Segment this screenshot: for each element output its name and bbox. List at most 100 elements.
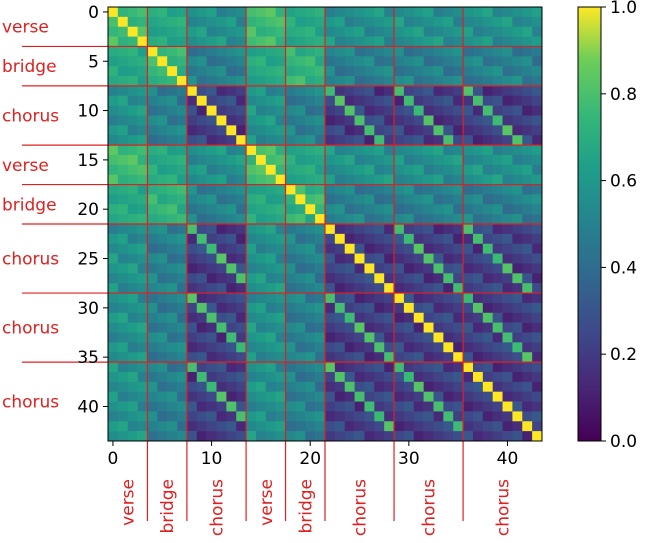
heatmap-cell (344, 263, 355, 274)
heatmap-cell (157, 253, 168, 264)
heatmap-cell (384, 224, 395, 235)
heatmap-cell (127, 391, 138, 402)
heatmap-cell (127, 164, 138, 175)
heatmap-cell (502, 283, 513, 294)
heatmap-cell (492, 312, 503, 323)
heatmap-cell (532, 371, 543, 383)
heatmap-cell (492, 16, 503, 28)
heatmap-cell (265, 135, 276, 146)
heatmap-cell (482, 115, 493, 126)
heatmap-cell (295, 342, 306, 353)
heatmap-cell (226, 7, 237, 18)
heatmap-cell (127, 76, 138, 87)
heatmap-cell (117, 184, 129, 195)
heatmap-cell (522, 233, 533, 245)
heatmap-cell (147, 283, 158, 294)
heatmap-cell (453, 273, 464, 284)
heatmap-cell (433, 56, 444, 67)
heatmap-cell (236, 154, 247, 166)
heatmap-cell (532, 76, 543, 87)
heatmap-cell (344, 233, 355, 245)
heatmap-cell (433, 194, 444, 205)
heatmap-cell (177, 233, 188, 245)
heatmap-cell (167, 243, 178, 254)
heatmap-cell (295, 293, 306, 304)
heatmap-cell (315, 184, 326, 195)
heatmap-cell (532, 46, 543, 57)
heatmap-cell (226, 16, 237, 28)
heatmap-cell (246, 66, 257, 77)
heatmap-cell (522, 283, 533, 294)
heatmap-cell (423, 16, 434, 28)
heatmap-cell (334, 431, 346, 442)
heatmap-cell (403, 154, 415, 166)
heatmap-cell (167, 135, 178, 146)
heatmap-cell (384, 233, 395, 245)
heatmap-cell (226, 253, 237, 264)
heatmap-cell (285, 194, 296, 205)
heatmap-cell (216, 224, 227, 235)
heatmap-cell (177, 293, 188, 304)
heatmap-cell (295, 7, 306, 18)
heatmap-cell (285, 174, 296, 185)
heatmap-cell (453, 293, 464, 304)
heatmap-cell (206, 371, 217, 383)
heatmap-cell (334, 135, 346, 146)
heatmap-cell (364, 421, 375, 432)
heatmap-cell (147, 174, 158, 185)
heatmap-cell (364, 302, 375, 314)
heatmap-cell (285, 46, 296, 57)
heatmap-cell (265, 401, 276, 412)
heatmap-cell (137, 391, 148, 402)
heatmap-cell (236, 115, 247, 126)
heatmap-cell (384, 95, 395, 106)
heatmap-cell (196, 263, 207, 274)
heatmap-cell (147, 95, 158, 106)
heatmap-cell (463, 125, 474, 136)
heatmap-cell (364, 36, 375, 47)
heatmap-cell (246, 411, 257, 422)
heatmap-cell (433, 7, 444, 18)
heatmap-cell (147, 164, 158, 175)
heatmap-cell (295, 302, 306, 314)
heatmap-cell (433, 233, 444, 245)
heatmap-cell (137, 46, 148, 57)
heatmap-cell (285, 164, 296, 175)
heatmap-cell (394, 381, 405, 392)
heatmap-cell (147, 184, 158, 195)
heatmap-cell (226, 194, 237, 205)
heatmap-cell (443, 115, 454, 126)
heatmap-cell (186, 401, 198, 412)
heatmap-cell (522, 224, 533, 235)
heatmap-cell (334, 401, 346, 412)
heatmap-cell (354, 263, 365, 274)
heatmap-cell (226, 381, 237, 392)
heatmap-cell (216, 164, 227, 175)
heatmap-cell (295, 174, 306, 185)
heatmap-cell (157, 283, 168, 294)
heatmap-cell (275, 85, 286, 97)
heatmap-cell (246, 362, 257, 373)
heatmap-cell (502, 66, 513, 77)
heatmap-cell (413, 164, 424, 175)
heatmap-cell (403, 204, 415, 215)
heatmap-cell (196, 66, 207, 77)
heatmap-cell (344, 7, 355, 18)
heatmap-cell (325, 411, 336, 422)
heatmap-cell (117, 145, 129, 156)
heatmap-cell (315, 174, 326, 185)
heatmap-cell (403, 174, 415, 185)
heatmap-cell (246, 105, 257, 116)
heatmap-cell (305, 421, 316, 432)
heatmap-cell (108, 194, 119, 205)
heatmap-cell (403, 371, 415, 383)
heatmap-cell (403, 16, 415, 28)
heatmap-cell (384, 204, 395, 215)
heatmap-cell (354, 302, 365, 314)
heatmap-cell (532, 154, 543, 166)
heatmap-cell (216, 36, 227, 47)
heatmap-cell (413, 56, 424, 67)
heatmap-cell (512, 46, 523, 57)
heatmap-cell (137, 56, 148, 67)
heatmap-cell (374, 154, 385, 166)
